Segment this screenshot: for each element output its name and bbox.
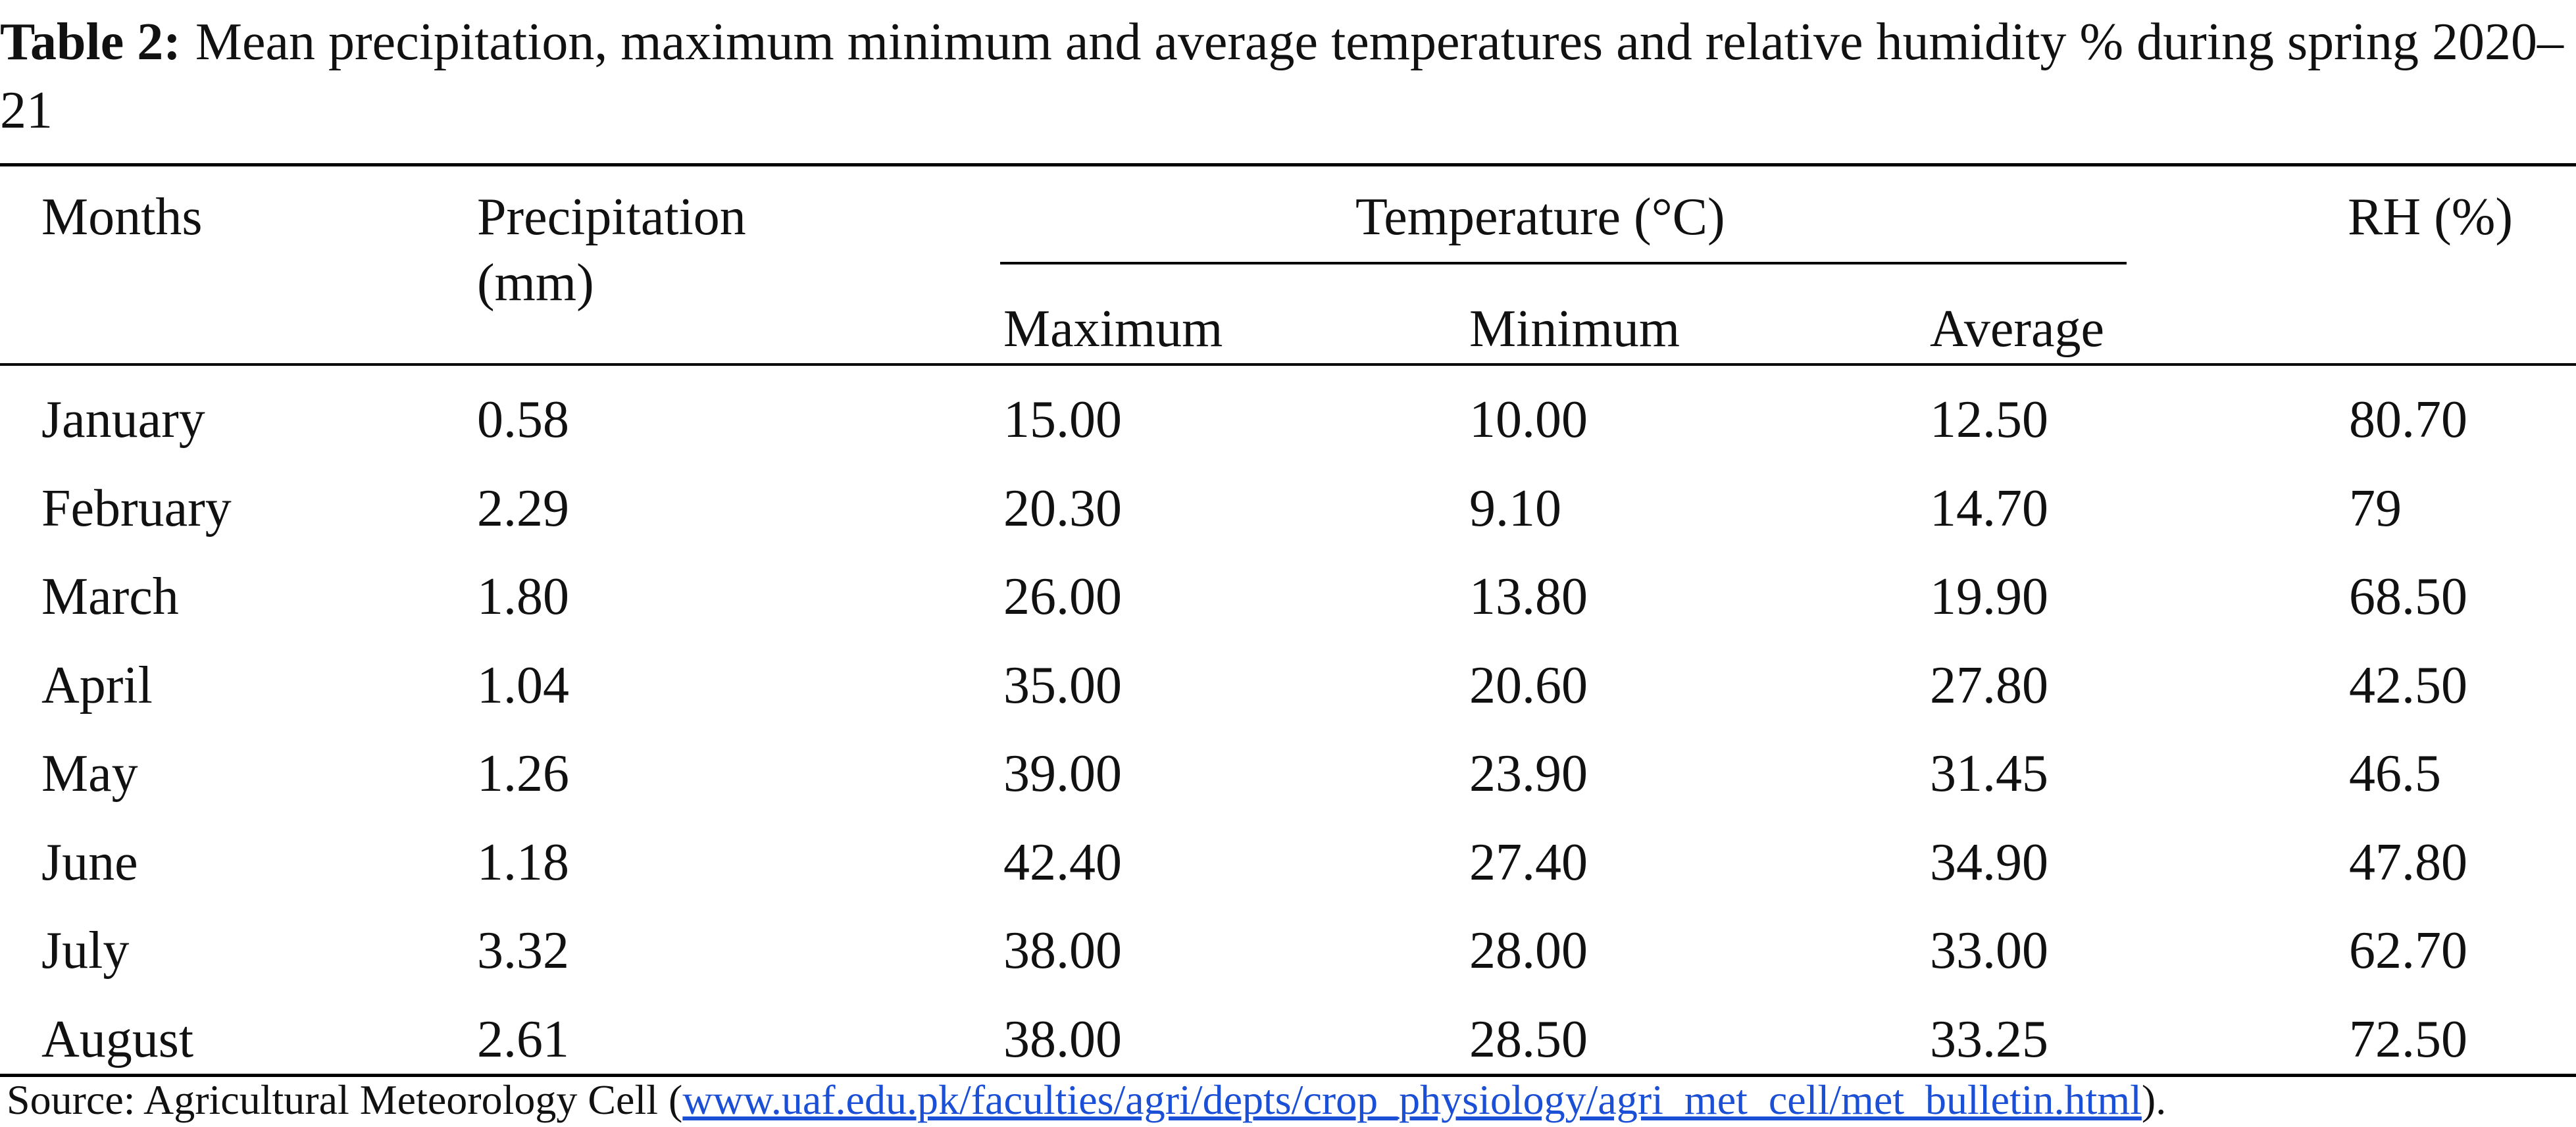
header-cell: Temperature (°C): [1355, 188, 1725, 246]
table-cell: 14.70: [1930, 479, 2048, 538]
table-cell: 46.5: [2349, 745, 2441, 803]
table-cell: 2.61: [477, 1010, 569, 1068]
table-cell: May: [41, 745, 138, 803]
table-cell: 2.29: [477, 479, 569, 538]
header-cell: Minimum: [1469, 300, 1680, 358]
table-cell: 72.50: [2349, 1010, 2467, 1068]
table-cell: 35.00: [1003, 656, 1122, 714]
table-cell: 12.50: [1930, 391, 2048, 449]
table-cell: 28.00: [1469, 922, 1588, 980]
table-cell: 34.90: [1930, 833, 2048, 891]
source-link[interactable]: www.uaf.edu.pk/faculties/agri/depts/crop…: [682, 1076, 2142, 1123]
table-cell: 19.90: [1930, 568, 2048, 626]
table-cell: 33.00: [1930, 922, 2048, 980]
title-text: Mean precipitation, maximum minimum and …: [0, 13, 2563, 139]
source-text: Source: Agricultural Meteorology Cell (: [7, 1076, 683, 1123]
table-cell: 3.32: [477, 922, 569, 980]
span-rule: [1000, 262, 2127, 264]
table-cell: June: [41, 833, 138, 891]
table-cell: 20.30: [1003, 479, 1122, 538]
table-cell: 27.40: [1469, 833, 1588, 891]
table-cell: 23.90: [1469, 745, 1588, 803]
source-end: ).: [2141, 1076, 2167, 1123]
table-cell: March: [41, 568, 179, 626]
table-title: Table 2: Mean precipitation, maximum mini…: [0, 8, 2576, 145]
source-note: Source: Agricultural Meteorology Cell (w…: [7, 1079, 2166, 1121]
table-cell: 62.70: [2349, 922, 2467, 980]
bottom-rule: [0, 1074, 2576, 1077]
table-cell: 38.00: [1003, 922, 1122, 980]
table-cell: 31.45: [1930, 745, 2048, 803]
table-cell: 68.50: [2349, 568, 2467, 626]
table-cell: 28.50: [1469, 1010, 1588, 1068]
table-cell: April: [41, 656, 153, 714]
header-cell: RH (%): [2348, 188, 2513, 246]
table-cell: 0.58: [477, 391, 569, 449]
table-cell: 1.80: [477, 568, 569, 626]
table-cell: July: [41, 922, 130, 980]
table-cell: 10.00: [1469, 391, 1588, 449]
table-cell: 80.70: [2349, 391, 2467, 449]
table-cell: 1.26: [477, 745, 569, 803]
top-rule: [0, 163, 2576, 166]
table-cell: 27.80: [1930, 656, 2048, 714]
table-cell: 15.00: [1003, 391, 1122, 449]
header-cell: Maximum: [1003, 300, 1223, 358]
table-cell: 79: [2349, 479, 2402, 538]
header-rule: [0, 363, 2576, 366]
table-label: Table 2:: [0, 13, 181, 71]
header-cell: Months: [41, 188, 203, 246]
header-cell: Precipitation (mm): [477, 188, 746, 312]
table-cell: 26.00: [1003, 568, 1122, 626]
header-cell: Average: [1930, 300, 2104, 358]
table-cell: 13.80: [1469, 568, 1588, 626]
table-cell: 39.00: [1003, 745, 1122, 803]
table-cell: 9.10: [1469, 479, 1561, 538]
table-cell: 47.80: [2349, 833, 2467, 891]
table-cell: 1.18: [477, 833, 569, 891]
table-cell: February: [41, 479, 232, 538]
table-cell: 20.60: [1469, 656, 1588, 714]
table-cell: August: [41, 1010, 194, 1068]
table-cell: January: [41, 391, 205, 449]
table-cell: 42.50: [2349, 656, 2467, 714]
table-cell: 38.00: [1003, 1010, 1122, 1068]
table-cell: 1.04: [477, 656, 569, 714]
table-cell: 42.40: [1003, 833, 1122, 891]
table-cell: 33.25: [1930, 1010, 2048, 1068]
